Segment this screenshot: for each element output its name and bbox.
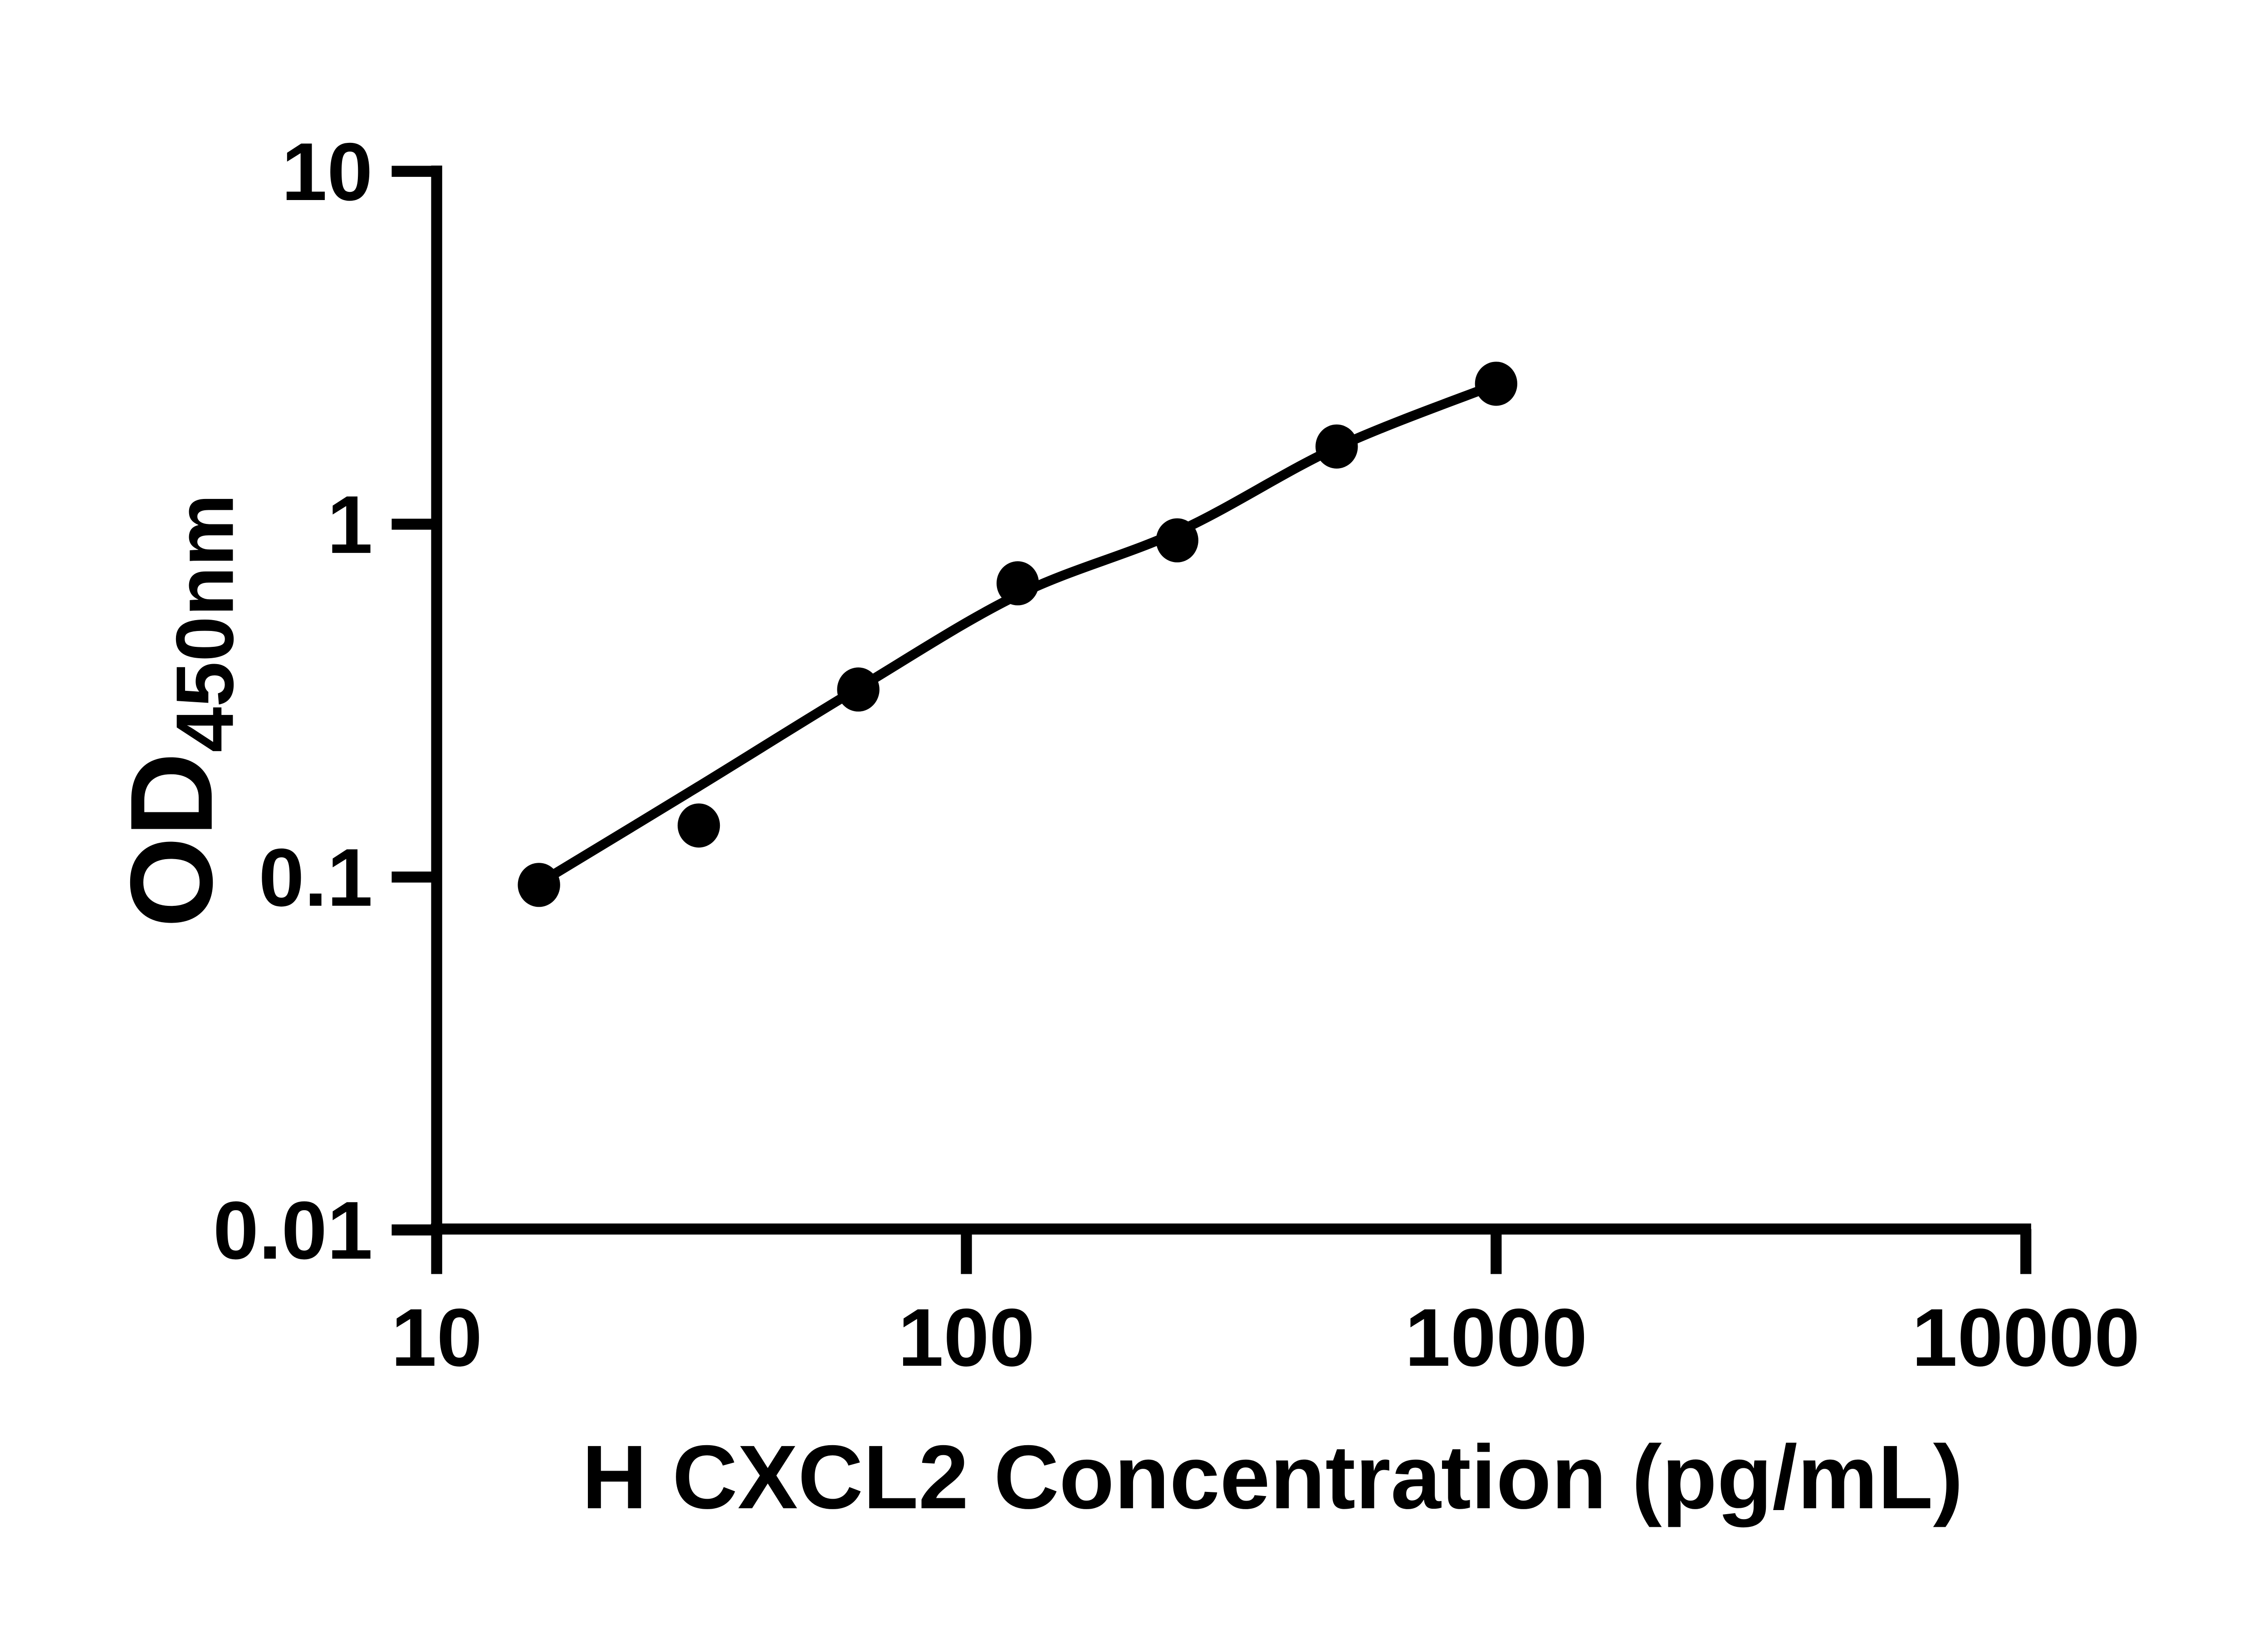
data-point-1	[518, 862, 560, 907]
y-tick-label: 0.01	[213, 1184, 373, 1276]
data-point-6	[1315, 424, 1358, 469]
x-tick-label: 100	[898, 1292, 1035, 1384]
y-axis-title: OD450nm	[106, 494, 251, 927]
data-point-2	[677, 803, 720, 848]
x-tick-label: 10	[391, 1292, 482, 1384]
elisa-standard-curve-figure: 10 1 0.1 0.01 10 100 1000 10000 H CXCL2 …	[0, 22, 2268, 1611]
x-axis-title: H CXCL2 Concentration (pg/mL)	[582, 1427, 1963, 1528]
y-tick-label: 1	[327, 479, 373, 571]
data-point-3	[837, 667, 880, 712]
data-point-5	[1156, 518, 1198, 562]
data-point-4	[997, 561, 1039, 606]
x-tick-label: 1000	[1405, 1292, 1587, 1384]
y-axis-title-main: OD	[106, 752, 237, 928]
y-tick-label: 0.1	[259, 832, 372, 924]
x-tick-label: 10000	[1912, 1292, 2140, 1384]
y-tick-label: 10	[281, 126, 372, 218]
chart-canvas: 10 1 0.1 0.01 10 100 1000 10000 H CXCL2 …	[0, 22, 2268, 1611]
data-point-7	[1475, 362, 1518, 406]
y-axis-title-subscript: 450nm	[159, 494, 250, 752]
